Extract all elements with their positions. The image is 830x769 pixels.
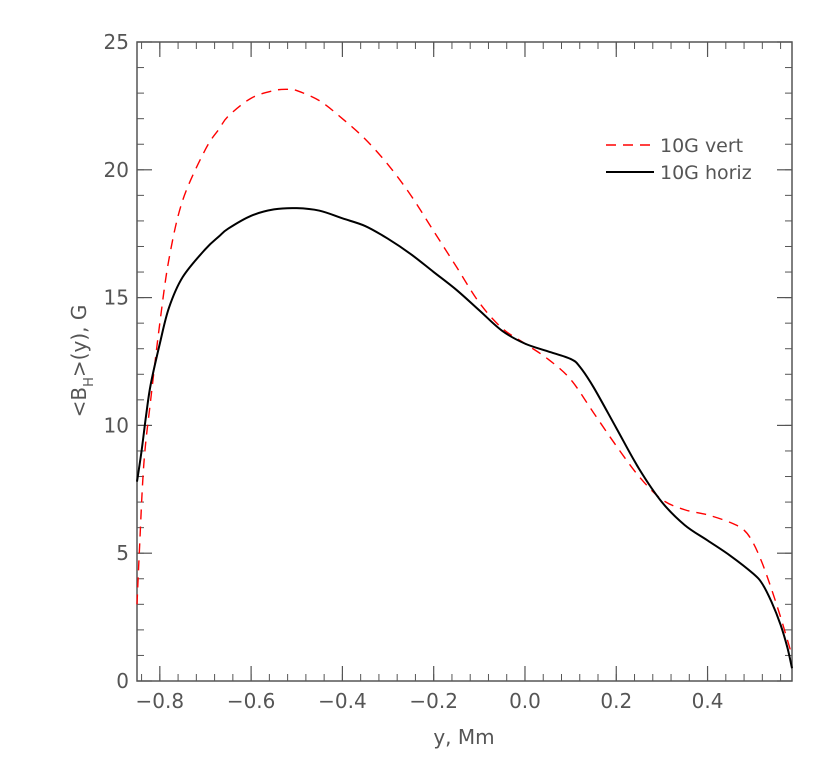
plot-frame	[136, 41, 793, 682]
y-axis-label-sub: H	[82, 377, 97, 387]
x-tick-label: −0.2	[409, 689, 458, 713]
legend-label-vert: 10G vert	[660, 135, 743, 157]
x-tick-label: −0.4	[318, 689, 367, 713]
legend-label-horiz: 10G horiz	[660, 162, 752, 184]
axis-ticks: −0.8 −0.6 −0.4 −0.2 0.0 0.2 0.4 0 5 10 15 20 25	[104, 30, 792, 713]
x-tick-label: 0.0	[509, 689, 541, 713]
x-tick-label: 0.4	[692, 689, 724, 713]
x-tick-label: 0.2	[600, 689, 632, 713]
y-axis-label: <BH>(y), G	[67, 305, 97, 418]
x-tick-label: −0.8	[136, 689, 185, 713]
legend: 10G vert 10G horiz	[606, 135, 752, 184]
y-axis-label-main: <B	[67, 387, 91, 417]
series-line-horiz	[136, 207, 793, 669]
series-line-vert	[136, 88, 793, 656]
y-tick-label: 20	[104, 158, 129, 182]
x-axis-label: y, Mm	[433, 725, 494, 749]
series-lines	[136, 88, 793, 669]
y-tick-label: 25	[104, 30, 129, 54]
y-tick-label: 10	[104, 413, 129, 437]
y-axis-label-rest: >(y), G	[67, 305, 91, 377]
y-tick-label: 0	[116, 669, 129, 693]
y-tick-label: 15	[104, 286, 129, 310]
x-tick-label: −0.6	[227, 689, 276, 713]
y-tick-label: 5	[116, 541, 129, 565]
